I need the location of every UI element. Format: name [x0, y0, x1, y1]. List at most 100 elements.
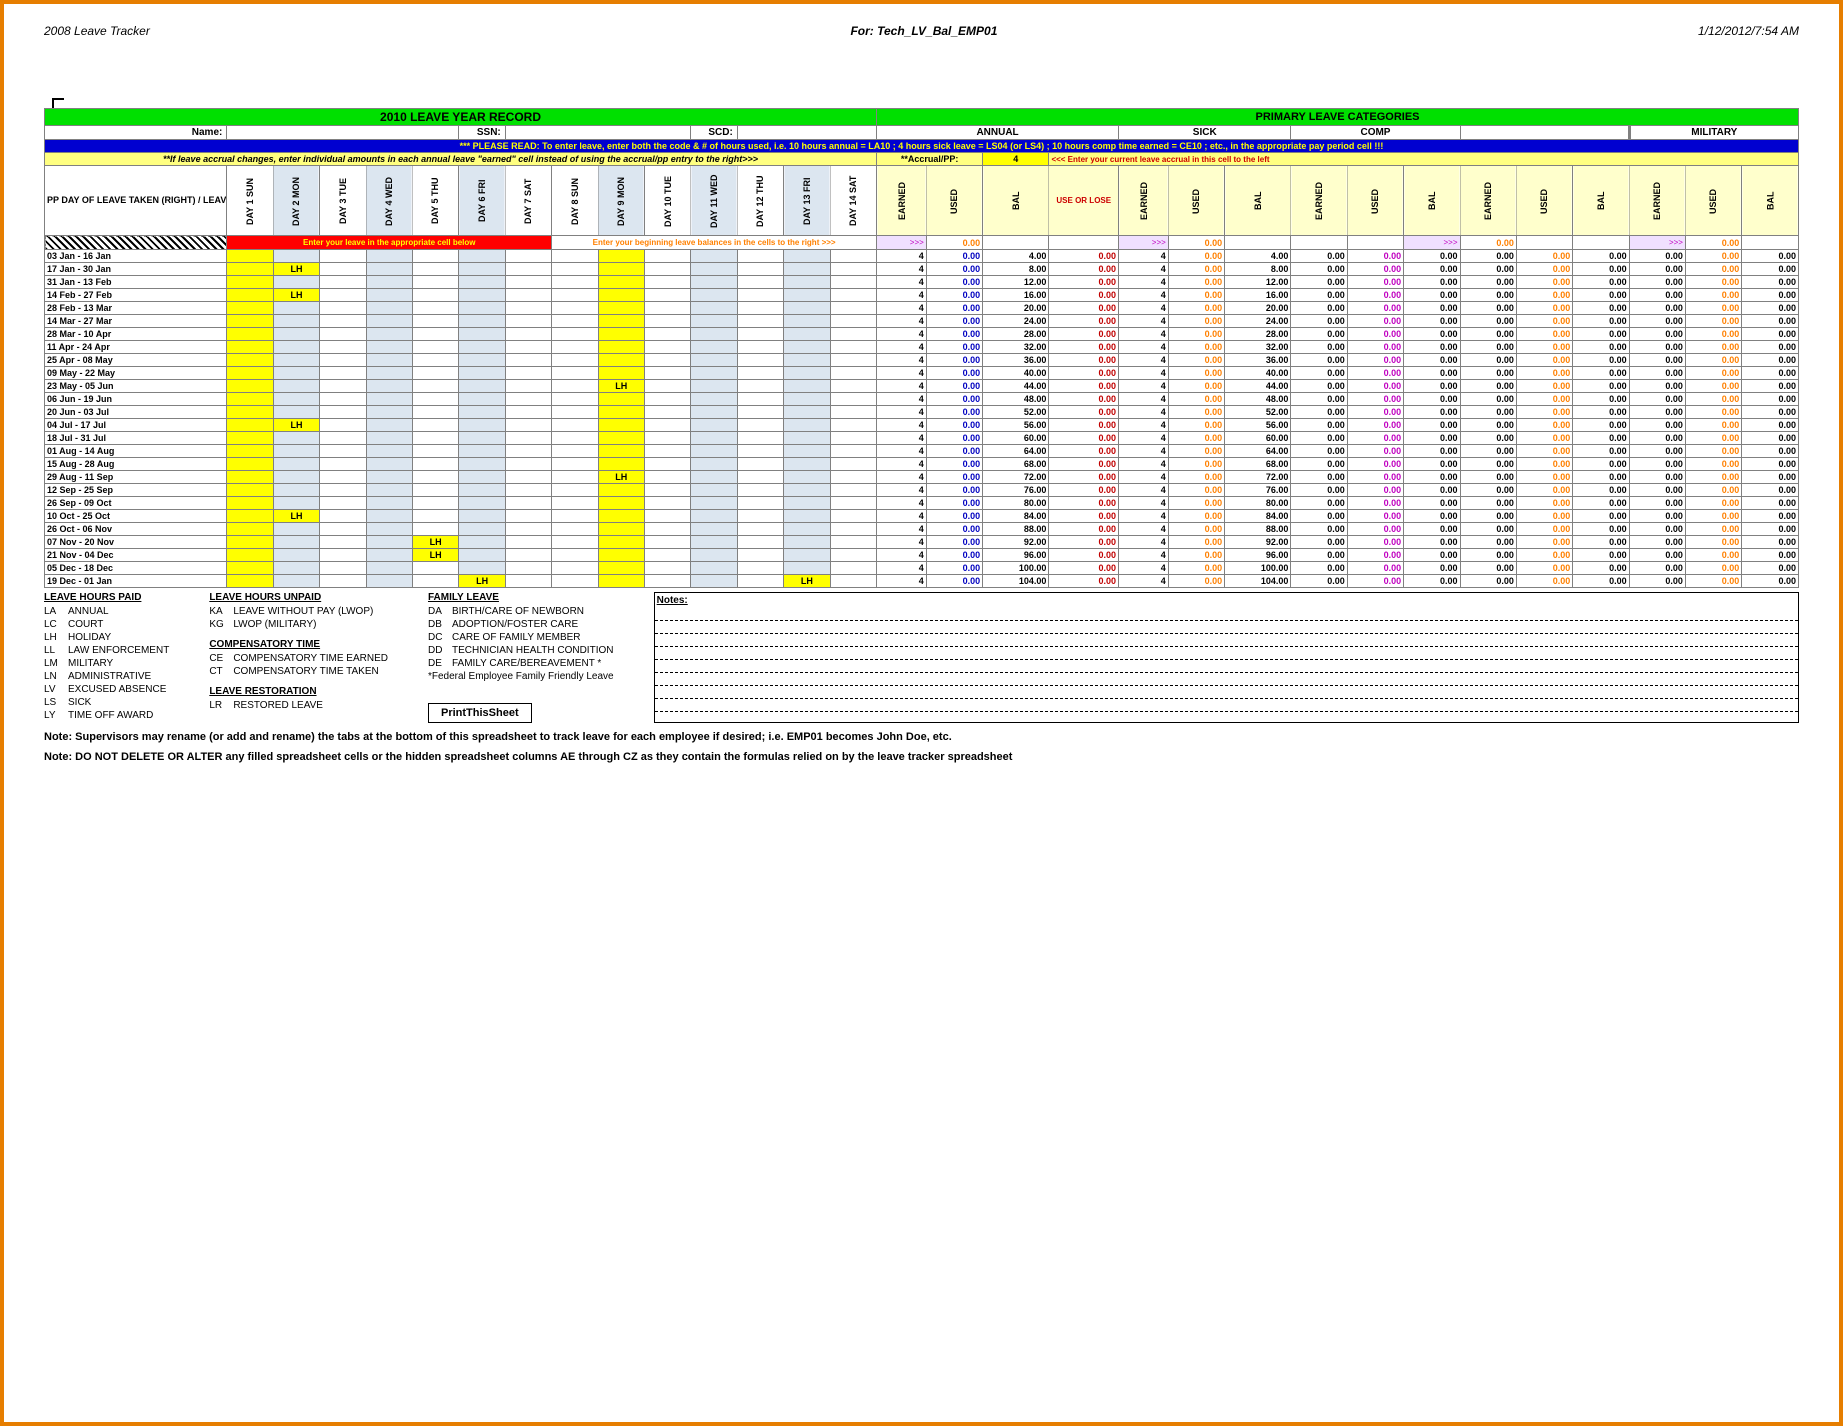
- day-cell[interactable]: [645, 445, 691, 458]
- day-cell[interactable]: [320, 263, 366, 276]
- day-cell[interactable]: [691, 445, 737, 458]
- day-cell[interactable]: [737, 380, 783, 393]
- day-cell[interactable]: [273, 575, 319, 588]
- day-cell[interactable]: [691, 367, 737, 380]
- day-cell[interactable]: [505, 341, 551, 354]
- day-cell[interactable]: [412, 328, 458, 341]
- day-cell[interactable]: [737, 497, 783, 510]
- day-cell[interactable]: [227, 471, 273, 484]
- day-cell[interactable]: [412, 380, 458, 393]
- day-cell[interactable]: [412, 484, 458, 497]
- day-cell[interactable]: [459, 458, 505, 471]
- day-cell[interactable]: [505, 562, 551, 575]
- day-cell[interactable]: [784, 276, 830, 289]
- day-cell[interactable]: [366, 484, 412, 497]
- day-cell[interactable]: [737, 302, 783, 315]
- day-cell[interactable]: [320, 367, 366, 380]
- day-cell[interactable]: [784, 445, 830, 458]
- day-cell[interactable]: [598, 575, 644, 588]
- day-cell[interactable]: [598, 276, 644, 289]
- day-cell[interactable]: [645, 315, 691, 328]
- day-cell[interactable]: [227, 393, 273, 406]
- day-cell[interactable]: [691, 341, 737, 354]
- day-cell[interactable]: [598, 510, 644, 523]
- day-cell[interactable]: [273, 562, 319, 575]
- day-cell[interactable]: [366, 341, 412, 354]
- day-cell[interactable]: LH: [459, 575, 505, 588]
- day-cell[interactable]: [459, 562, 505, 575]
- day-cell[interactable]: [645, 380, 691, 393]
- day-cell[interactable]: [273, 549, 319, 562]
- day-cell[interactable]: [505, 367, 551, 380]
- day-cell[interactable]: [691, 276, 737, 289]
- day-cell[interactable]: [552, 419, 598, 432]
- day-cell[interactable]: [552, 302, 598, 315]
- day-cell[interactable]: [598, 523, 644, 536]
- day-cell[interactable]: [273, 276, 319, 289]
- day-cell[interactable]: [505, 315, 551, 328]
- day-cell[interactable]: [412, 562, 458, 575]
- day-cell[interactable]: [830, 302, 876, 315]
- day-cell[interactable]: [459, 289, 505, 302]
- day-cell[interactable]: [645, 263, 691, 276]
- day-cell[interactable]: [552, 484, 598, 497]
- day-cell[interactable]: [691, 484, 737, 497]
- day-cell[interactable]: [691, 523, 737, 536]
- day-cell[interactable]: [598, 536, 644, 549]
- day-cell[interactable]: LH: [273, 289, 319, 302]
- day-cell[interactable]: [598, 354, 644, 367]
- day-cell[interactable]: [737, 484, 783, 497]
- day-cell[interactable]: [366, 263, 412, 276]
- day-cell[interactable]: [737, 445, 783, 458]
- day-cell[interactable]: [598, 302, 644, 315]
- day-cell[interactable]: [227, 367, 273, 380]
- day-cell[interactable]: [645, 328, 691, 341]
- day-cell[interactable]: [552, 354, 598, 367]
- day-cell[interactable]: [830, 432, 876, 445]
- day-cell[interactable]: [505, 276, 551, 289]
- day-cell[interactable]: [784, 380, 830, 393]
- day-cell[interactable]: [227, 562, 273, 575]
- day-cell[interactable]: [645, 341, 691, 354]
- day-cell[interactable]: [459, 510, 505, 523]
- day-cell[interactable]: [273, 250, 319, 263]
- day-cell[interactable]: [784, 497, 830, 510]
- day-cell[interactable]: [552, 575, 598, 588]
- day-cell[interactable]: [552, 432, 598, 445]
- day-cell[interactable]: [598, 289, 644, 302]
- day-cell[interactable]: [784, 471, 830, 484]
- day-cell[interactable]: [505, 471, 551, 484]
- day-cell[interactable]: LH: [273, 419, 319, 432]
- day-cell[interactable]: [505, 549, 551, 562]
- day-cell[interactable]: [691, 432, 737, 445]
- day-cell[interactable]: [412, 458, 458, 471]
- day-cell[interactable]: [227, 328, 273, 341]
- day-cell[interactable]: [830, 471, 876, 484]
- day-cell[interactable]: [320, 471, 366, 484]
- day-cell[interactable]: [552, 497, 598, 510]
- day-cell[interactable]: [830, 536, 876, 549]
- day-cell[interactable]: [784, 510, 830, 523]
- day-cell[interactable]: [505, 354, 551, 367]
- day-cell[interactable]: [598, 328, 644, 341]
- day-cell[interactable]: [691, 575, 737, 588]
- day-cell[interactable]: [227, 302, 273, 315]
- day-cell[interactable]: [412, 432, 458, 445]
- day-cell[interactable]: [830, 263, 876, 276]
- day-cell[interactable]: [505, 250, 551, 263]
- day-cell[interactable]: [691, 510, 737, 523]
- day-cell[interactable]: [784, 263, 830, 276]
- day-cell[interactable]: [273, 471, 319, 484]
- day-cell[interactable]: [366, 276, 412, 289]
- day-cell[interactable]: [691, 354, 737, 367]
- day-cell[interactable]: [552, 315, 598, 328]
- day-cell[interactable]: [598, 315, 644, 328]
- day-cell[interactable]: [227, 250, 273, 263]
- day-cell[interactable]: [273, 497, 319, 510]
- day-cell[interactable]: [645, 523, 691, 536]
- day-cell[interactable]: [320, 536, 366, 549]
- day-cell[interactable]: [227, 536, 273, 549]
- day-cell[interactable]: [366, 250, 412, 263]
- day-cell[interactable]: [645, 562, 691, 575]
- day-cell[interactable]: [459, 341, 505, 354]
